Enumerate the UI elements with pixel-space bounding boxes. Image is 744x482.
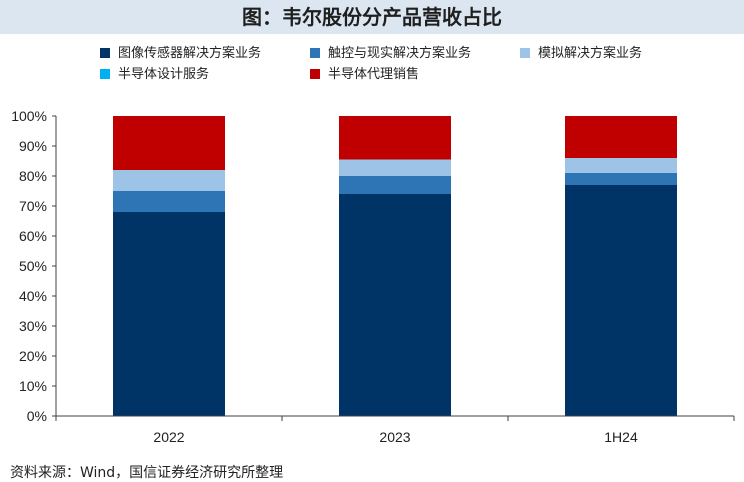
bar-segment	[339, 176, 451, 194]
legend-swatch	[100, 68, 110, 79]
source-note: 资料来源：Wind，国信证券经济研究所整理	[10, 465, 284, 481]
legend-item-touch-display: 触控与现实解决方案业务	[310, 46, 471, 62]
y-tick-label: 70%	[19, 198, 47, 214]
legend-item-image-sensor: 图像传感器解决方案业务	[100, 46, 261, 62]
legend: 图像传感器解决方案业务 触控与现实解决方案业务 模拟解决方案业务 半导体设计服务…	[0, 44, 744, 92]
y-tick-label: 20%	[19, 348, 47, 364]
y-tick-label: 80%	[19, 168, 47, 184]
y-tick-label: 0%	[27, 408, 47, 424]
bar-segment	[565, 185, 677, 416]
y-tick-label: 40%	[19, 288, 47, 304]
legend-swatch	[520, 47, 530, 58]
y-tick-label: 90%	[19, 138, 47, 154]
x-tick-label: 2022	[153, 429, 184, 445]
stacked-bar-chart: 0% 10% 20% 30% 40% 50% 60% 70% 80% 90% 100% 2022 202…	[11, 108, 735, 445]
bar-segment	[565, 158, 677, 173]
bar-segment	[113, 170, 225, 191]
legend-swatch	[100, 47, 110, 58]
legend-swatch	[310, 47, 320, 58]
y-tick-label: 50%	[19, 258, 47, 274]
bar-segment	[113, 212, 225, 416]
legend-label: 模拟解决方案业务	[538, 46, 643, 61]
bar-segment	[339, 159, 451, 176]
y-tick-label: 60%	[19, 228, 47, 244]
bar-segment	[339, 116, 451, 160]
legend-label: 半导体设计服务	[118, 67, 210, 82]
bar-segment	[113, 116, 225, 170]
bar-segment	[113, 191, 225, 212]
y-tick-label: 30%	[19, 318, 47, 334]
bar-segment	[339, 194, 451, 416]
y-tick-label: 10%	[19, 378, 47, 394]
x-tick-label: 2023	[379, 429, 410, 445]
legend-label: 触控与现实解决方案业务	[328, 46, 472, 61]
legend-swatch	[310, 68, 320, 79]
legend-item-analog: 模拟解决方案业务	[520, 46, 642, 62]
title-bar	[0, 0, 744, 34]
x-tick-label: 1H24	[604, 429, 638, 445]
legend-item-design-service: 半导体设计服务	[100, 67, 209, 83]
legend-label: 图像传感器解决方案业务	[118, 46, 262, 61]
y-tick-label: 100%	[11, 108, 47, 124]
bar-segment	[565, 116, 677, 158]
legend-item-agency-sales: 半导体代理销售	[310, 67, 419, 83]
bar-segment	[565, 173, 677, 185]
chart-title: 图：韦尔股份分产品营收占比	[242, 5, 502, 29]
legend-label: 半导体代理销售	[328, 67, 420, 82]
